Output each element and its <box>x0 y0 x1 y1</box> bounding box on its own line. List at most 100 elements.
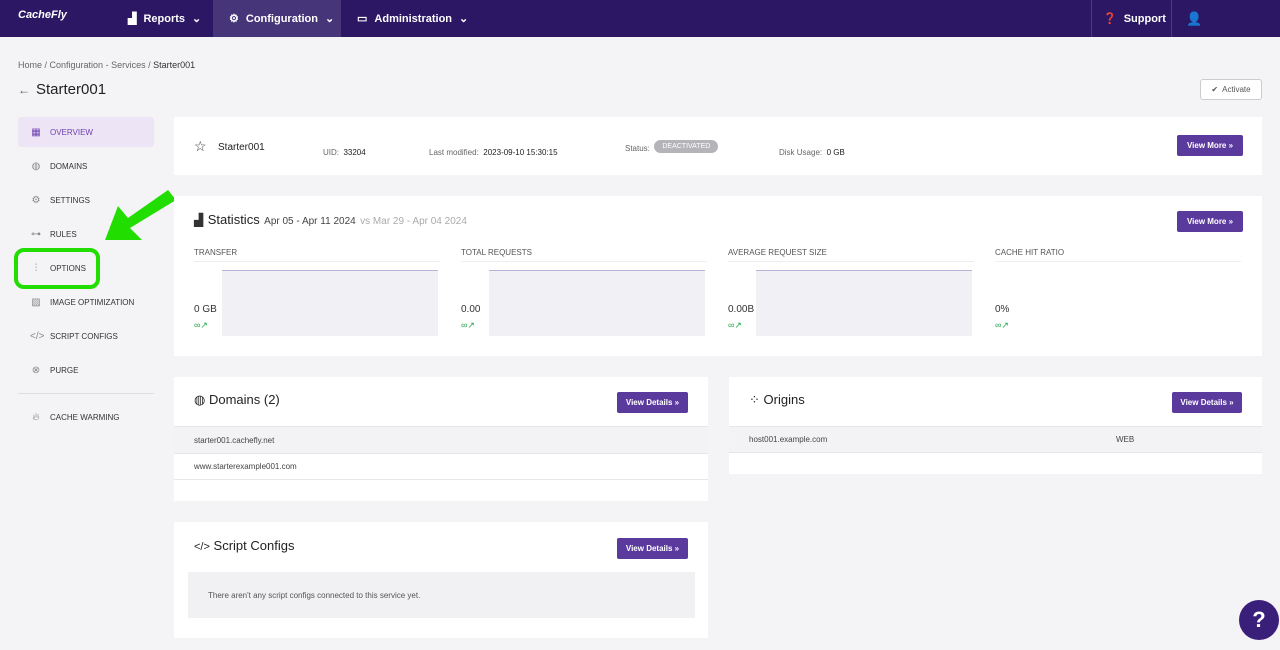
trend-up-icon: ∞↗ <box>995 320 1009 330</box>
sidebar-item-options[interactable]: ⫶ OPTIONS <box>18 251 154 285</box>
disk-label: Disk Usage: <box>779 148 823 157</box>
sidebar-label: DOMAINS <box>50 161 88 171</box>
statistics-title: Statistics <box>207 212 260 227</box>
trend-up-icon: ∞↗ <box>461 320 475 330</box>
sidebar-item-overview[interactable]: ▦ OVERVIEW <box>18 117 154 147</box>
nav-administration[interactable]: ▭ Administration ⌄ <box>357 0 468 37</box>
breadcrumb: Home / Configuration - Services / Starte… <box>18 60 196 70</box>
statistics-range: Apr 05 - Apr 11 2024 <box>264 216 356 227</box>
disk-value: 0 GB <box>826 148 845 157</box>
origins-card: ⁘ Origins View Details » host001.example… <box>729 377 1262 474</box>
nav-configuration-label: Configuration <box>245 12 318 25</box>
nav-configuration[interactable]: ⚙ Configuration ⌄ <box>213 0 341 37</box>
metric-chart <box>756 270 972 336</box>
script-configs-card: </> Script Configs View Details » There … <box>174 522 708 638</box>
sidebar-label: IMAGE OPTIMIZATION <box>50 297 135 307</box>
metric-total-requests: TOTAL REQUESTS 0.00 ∞↗ <box>461 248 707 336</box>
x-circle-icon: ⊗ <box>31 364 41 376</box>
check-circle-icon: ✔ <box>1211 85 1219 94</box>
origin-host: host001.example.com <box>749 435 828 444</box>
metric-value: 0 GB <box>194 304 217 315</box>
chevron-down-icon: ⌄ <box>459 13 469 25</box>
sidebar-label: OVERVIEW <box>50 127 93 137</box>
top-nav: CacheFly ▟ Reports ⌄ ⚙ Configuration ⌄ ▭ Admi… <box>0 0 1280 37</box>
nav-reports[interactable]: ▟ Reports ⌄ <box>128 0 201 37</box>
service-summary-card: ☆ Starter001 UID: 33204 Last modified: 2… <box>174 117 1262 175</box>
breadcrumb-current: Starter001 <box>153 60 196 70</box>
gear-icon: ⚙ <box>31 194 41 206</box>
sidebar-item-domains[interactable]: ◍ DOMAINS <box>18 149 154 183</box>
sidebar-item-settings[interactable]: ⚙ SETTINGS <box>18 183 154 217</box>
domains-view-details-button[interactable]: View Details » <box>617 392 688 413</box>
statistics-icon: ▟ <box>194 213 204 227</box>
metric-chart <box>222 270 438 336</box>
metric-cache-hit-ratio: CACHE HIT RATIO 0% ∞↗ <box>995 248 1241 330</box>
metric-label: TRANSFER <box>194 248 440 262</box>
sidebar-item-rules[interactable]: ⊶ RULES <box>18 217 154 251</box>
rules-icon: ⊶ <box>31 228 41 240</box>
chart-icon: ▟ <box>128 13 137 25</box>
uid-value: 33204 <box>343 148 366 157</box>
domain-row[interactable]: www.starterexample001.com <box>174 453 708 480</box>
origins-icon: ⁘ <box>749 392 760 407</box>
activate-button[interactable]: ✔ Activate <box>1200 79 1262 100</box>
origin-row[interactable]: host001.example.com WEB <box>729 426 1262 453</box>
back-arrow-icon[interactable]: ← <box>18 83 30 97</box>
sidebar-label: SCRIPT CONFIGS <box>50 331 118 341</box>
modified-value: 2023-09-10 15:30:15 <box>483 148 558 157</box>
metric-label: TOTAL REQUESTS <box>461 248 707 262</box>
script-configs-title: Script Configs <box>213 538 295 553</box>
scripts-view-details-button[interactable]: View Details » <box>617 538 688 559</box>
code-icon: </> <box>30 330 45 342</box>
script-configs-empty-message: There aren't any script configs connecte… <box>188 572 695 618</box>
globe-icon: ◍ <box>31 160 41 172</box>
sidebar-label: SETTINGS <box>50 195 91 205</box>
chevron-down-icon: ⌄ <box>324 13 335 25</box>
metric-value: 0.00B <box>728 304 755 315</box>
dashboard-icon: ▦ <box>31 126 41 138</box>
metric-label: AVERAGE REQUEST SIZE <box>728 248 974 262</box>
domains-card: ◍ Domains (2) View Details » starter001.… <box>174 377 708 501</box>
service-name: Starter001 <box>218 142 265 153</box>
gear-icon: ⚙ <box>229 13 239 25</box>
sidebar-label: CACHE WARMING <box>50 412 120 422</box>
view-more-button[interactable]: View More » <box>1177 135 1243 156</box>
sliders-icon: ⫶ <box>34 262 38 274</box>
monitor-icon: ▭ <box>357 13 368 25</box>
cachefly-logo[interactable]: CacheFly <box>18 9 67 21</box>
sidebar-item-script-configs[interactable]: </> SCRIPT CONFIGS <box>18 319 154 353</box>
sidebar-label: OPTIONS <box>50 263 87 273</box>
metric-value: 0% <box>995 304 1010 315</box>
sidebar-item-cache-warming[interactable]: 🔥︎ CACHE WARMING <box>18 400 154 434</box>
origins-title: Origins <box>763 392 805 407</box>
nav-reports-label: Reports <box>143 12 186 25</box>
help-chat-button[interactable]: ? <box>1239 600 1279 640</box>
user-icon[interactable]: 👤 <box>1186 10 1203 26</box>
metric-transfer: TRANSFER 0 GB ∞↗ <box>194 248 440 336</box>
status-badge: DEACTIVATED <box>654 140 719 154</box>
globe-icon: ◍ <box>194 392 206 407</box>
chevron-down-icon: ⌄ <box>192 13 202 25</box>
annotation-arrow-icon <box>14 190 176 289</box>
metric-label: CACHE HIT RATIO <box>995 248 1241 262</box>
help-icon: ❓ <box>1103 13 1117 25</box>
breadcrumb-home[interactable]: Home <box>18 60 43 70</box>
origins-view-details-button[interactable]: View Details » <box>1172 392 1242 413</box>
stats-view-more-button[interactable]: View More » <box>1177 211 1243 232</box>
code-icon: </> <box>194 541 210 553</box>
uid-label: UID: <box>323 148 339 157</box>
nav-support[interactable]: ❓ Support <box>1103 0 1166 37</box>
star-icon[interactable]: ☆ <box>194 138 207 154</box>
metric-average-request-size: AVERAGE REQUEST SIZE 0.00B ∞↗ <box>728 248 974 336</box>
domain-row[interactable]: starter001.cachefly.net <box>174 426 708 453</box>
sidebar-item-image-optimization[interactable]: ▨ IMAGE OPTIMIZATION <box>18 285 154 319</box>
metric-value: 0.00 <box>461 304 481 315</box>
page-title-text: Starter001 <box>36 81 107 98</box>
trend-up-icon: ∞↗ <box>194 320 208 330</box>
nav-administration-label: Administration <box>374 12 453 25</box>
breadcrumb-services[interactable]: Configuration - Services <box>49 60 146 70</box>
domains-title: Domains (2) <box>208 392 280 407</box>
sidebar-item-purge[interactable]: ⊗ PURGE <box>18 353 154 387</box>
activate-label: Activate <box>1222 85 1251 94</box>
fire-icon: 🔥︎ <box>32 411 40 423</box>
